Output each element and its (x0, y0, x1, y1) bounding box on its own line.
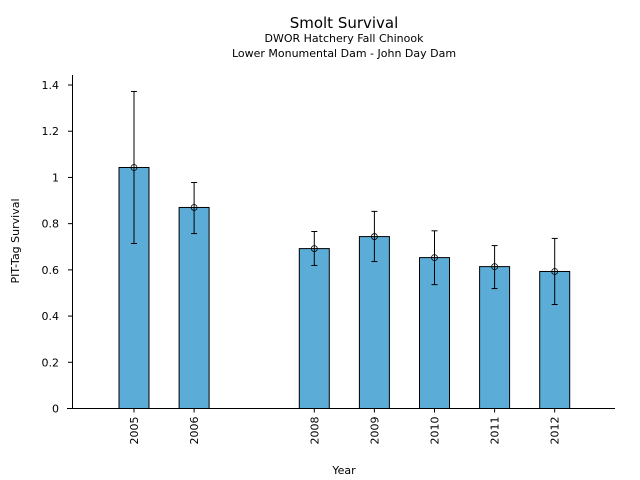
bar-2006 (178, 206, 210, 409)
y-tick-label: 0.2 (42, 356, 60, 369)
y-tick-label: 1 (52, 171, 59, 184)
bar-2009 (358, 236, 390, 409)
point-marker-2009 (370, 233, 378, 240)
x-ticks-group: 2005 2006 2008 2009 2010 2011 2012 (128, 408, 562, 445)
y-tick-label: 0 (52, 403, 59, 416)
y-tick-label: 0.4 (42, 310, 60, 323)
x-tick-label-2008: 2008 (308, 417, 321, 445)
bars-group (118, 166, 571, 409)
bar-2008 (298, 248, 330, 409)
point-marker-2011 (491, 263, 499, 271)
y-tick-label: 1.4 (42, 79, 60, 92)
x-tick-label-2011: 2011 (489, 417, 502, 445)
x-tick-label-2006: 2006 (188, 417, 201, 445)
x-tick-label-2009: 2009 (368, 417, 381, 445)
chart-subtitle-2: Lower Monumental Dam - John Day Dam (232, 47, 456, 60)
point-marker-2005 (130, 164, 138, 171)
point-marker-2012 (551, 268, 559, 275)
x-tick-label-2012: 2012 (549, 417, 562, 445)
chart-subtitle-1: DWOR Hatchery Fall Chinook (265, 32, 425, 45)
y-ticks-group: 0 0.2 0.4 0.6 0.8 1 1.2 1.4 (42, 79, 73, 416)
y-tick-label: 0.8 (42, 218, 60, 231)
point-marker-2010 (431, 254, 438, 262)
point-marker-2006 (190, 204, 198, 211)
y-tick-label: 1.2 (42, 125, 60, 138)
x-tick-label-2010: 2010 (429, 417, 442, 445)
y-axis-label: PIT-Tag Survival (9, 198, 22, 283)
chart-title: Smolt Survival (290, 14, 399, 32)
point-marker-2008 (310, 245, 318, 252)
x-axis-label: Year (331, 464, 356, 477)
x-tick-label-2005: 2005 (128, 417, 141, 445)
error-bars-group (130, 90, 559, 306)
y-tick-label: 0.6 (42, 264, 60, 277)
bar-2012 (539, 270, 571, 409)
